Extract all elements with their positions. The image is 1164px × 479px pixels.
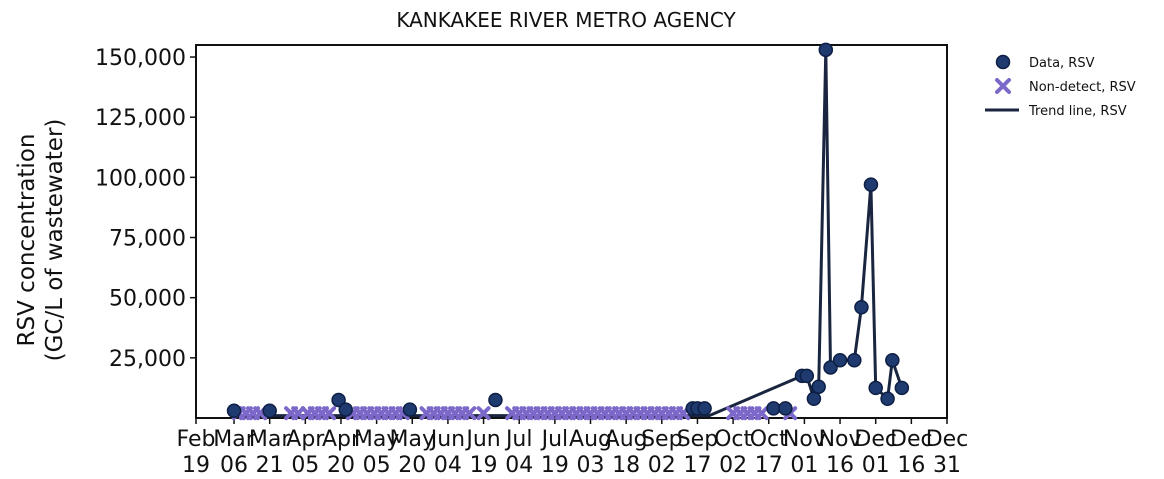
x-tick-label: Oct 02	[714, 427, 752, 478]
nondetect-stroke	[754, 406, 769, 421]
x-tick-label: Aug 03	[569, 427, 612, 478]
data-point	[697, 401, 712, 416]
legend-label: Trend line, RSV	[1028, 104, 1127, 119]
y-tick-label: 25,000	[109, 347, 186, 372]
x-tick-label: May 20	[390, 427, 435, 478]
x-tick-label: Nov 16	[819, 427, 862, 478]
nondetect-stroke	[462, 406, 477, 421]
nondetect-marker-layer	[231, 406, 798, 421]
y-axis-label-line-1: RSV concentration	[14, 134, 40, 347]
x-tick-label: Mar 21	[249, 427, 291, 478]
data-point	[806, 391, 822, 406]
data-point	[832, 352, 848, 368]
x-tick-label: Apr 05	[286, 427, 325, 478]
legend-x-marker	[995, 78, 1011, 94]
trend-line	[234, 48, 904, 418]
legend-entry: Trend line, RSV	[985, 104, 1127, 119]
nondetect-stroke	[476, 406, 491, 421]
x-tick-label: Apr 20	[322, 427, 361, 478]
data-point	[854, 300, 869, 315]
y-tick-label: 50,000	[109, 287, 186, 312]
data-point	[823, 360, 838, 375]
y-tick-label: 100,000	[95, 166, 186, 191]
y-tick-label: 150,000	[95, 46, 186, 71]
x-tick-label: Jul 19	[540, 427, 569, 478]
y-tick-label: 125,000	[95, 106, 186, 131]
data-point	[799, 368, 815, 384]
data-point	[811, 379, 826, 394]
legend-label: Non-detect, RSV	[1029, 80, 1136, 95]
x-tick-label: May 05	[354, 427, 399, 478]
legend-circle-marker	[995, 54, 1011, 70]
data-point	[885, 352, 900, 368]
nondetect-point	[322, 406, 337, 421]
data-point	[338, 402, 353, 417]
legend-entry: Data, RSV	[995, 54, 1095, 71]
nondetect-stroke	[291, 406, 306, 421]
legend: Data, RSV Non-detect, RSV Trend line, RSV	[985, 54, 1136, 119]
data-point	[863, 177, 879, 192]
x-tick-label: Feb 19	[177, 427, 216, 478]
data-point	[868, 380, 883, 396]
data-point	[402, 402, 418, 417]
legend-label: Data, RSV	[1029, 56, 1095, 71]
x-tick-label: Dec 16	[890, 427, 933, 478]
data-point	[262, 403, 277, 419]
chart-title: KANKAKEE RIVER METRO AGENCY	[396, 8, 736, 32]
x-tick-label: Mar 06	[213, 427, 255, 478]
nondetect-point	[291, 406, 306, 421]
data-point	[226, 403, 242, 419]
x-tick-label: Sep 02	[641, 427, 682, 478]
x-tick-label: Dec 31	[926, 427, 969, 478]
nondetect-point	[476, 406, 491, 421]
data-marker-layer	[226, 42, 910, 419]
x-tick-label: Dec 01	[854, 427, 897, 478]
data-point	[894, 380, 910, 396]
x-tick-label: Jul 04	[504, 427, 533, 478]
legend-entry: Non-detect, RSV	[995, 78, 1136, 95]
data-point	[766, 401, 781, 416]
data-point	[488, 392, 503, 408]
nondetect-point	[754, 406, 769, 421]
y-axis: 25,000 50,000 75,000 100,000 125,000 150,000	[95, 46, 196, 372]
x-tick-label: Jun 04	[429, 427, 465, 478]
x-tick-label: Aug 18	[605, 427, 648, 478]
x-tick-label: Sep 17	[677, 427, 718, 478]
y-axis-label-line-2: (GC/L of wastewater)	[42, 119, 68, 362]
data-point	[880, 391, 895, 406]
x-tick-label: Oct 17	[750, 427, 788, 478]
y-axis-label: RSV concentration (GC/L of wastewater)	[14, 119, 68, 362]
data-point	[847, 352, 862, 368]
trend-line-layer	[234, 48, 904, 418]
data-point	[331, 392, 346, 408]
data-point	[818, 42, 834, 58]
y-tick-label: 75,000	[109, 227, 186, 252]
nondetect-point	[462, 406, 477, 421]
data-point	[778, 401, 793, 416]
x-tick-label: Jun 19	[464, 427, 500, 478]
nondetect-stroke	[322, 406, 337, 421]
x-tick-label: Nov 01	[783, 427, 826, 478]
